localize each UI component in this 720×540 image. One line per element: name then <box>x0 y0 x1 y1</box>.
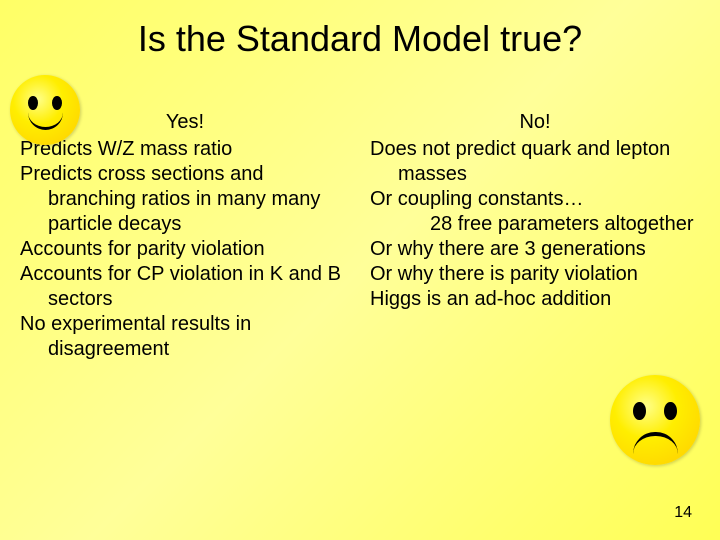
yes-line: Predicts cross sections and branching ra… <box>20 162 350 237</box>
content-columns: Yes! Predicts W/Z mass ratio Predicts cr… <box>0 60 720 362</box>
slide-title: Is the Standard Model true? <box>0 0 720 60</box>
no-line: Or why there are 3 generations <box>370 237 700 262</box>
yes-line: Accounts for parity violation <box>20 237 350 262</box>
page-number: 14 <box>674 504 692 522</box>
yes-column: Yes! Predicts W/Z mass ratio Predicts cr… <box>20 110 350 362</box>
sad-face-icon <box>610 375 700 465</box>
no-subline: 28 free parameters altogether <box>370 212 700 237</box>
no-line: Higgs is an ad-hoc addition <box>370 287 700 312</box>
no-line: Or why there is parity violation <box>370 262 700 287</box>
happy-face-icon <box>10 75 80 145</box>
no-heading: No! <box>370 110 700 135</box>
yes-line: Accounts for CP violation in K and B sec… <box>20 262 350 312</box>
no-line: Does not predict quark and lepton masses <box>370 137 700 187</box>
no-line: Or coupling constants… <box>370 187 700 212</box>
no-column: No! Does not predict quark and lepton ma… <box>370 110 700 362</box>
yes-line: No experimental results in disagreement <box>20 312 350 362</box>
